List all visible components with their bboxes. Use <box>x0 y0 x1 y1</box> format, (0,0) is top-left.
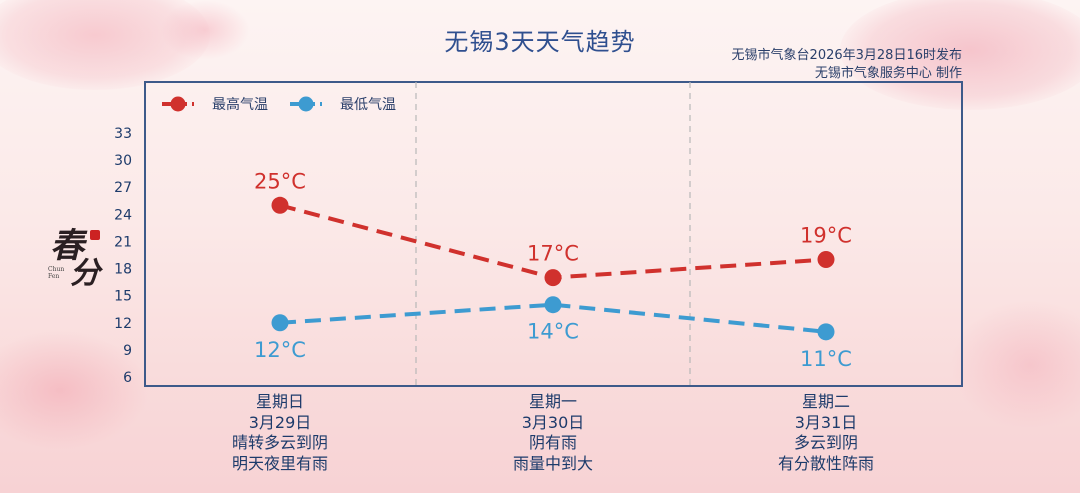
legend-label: 最低气温 <box>340 97 396 113</box>
logo-pinyin: Chun Fen <box>48 266 65 280</box>
y-tick-label: 15 <box>114 289 132 305</box>
weather-desc-1: 晴转多云到阴 <box>231 433 328 452</box>
low-temp-line <box>279 302 827 334</box>
low-temp-point <box>544 296 562 314</box>
producer-credit: 无锡市气象服务中心 制作 <box>814 66 962 81</box>
date-label: 3月31日 <box>794 412 858 432</box>
weather-desc-2: 有分散性阵雨 <box>777 453 874 473</box>
day-info-monday: 星期一 3月30日 阴有雨 雨量中到大 <box>433 392 673 474</box>
y-tick-label: 18 <box>114 262 132 278</box>
weekday-label: 星期一 <box>528 392 577 411</box>
y-tick-label: 33 <box>114 126 132 142</box>
high-temp-label: 19°C <box>800 224 852 248</box>
legend-swatch-dot <box>170 96 186 112</box>
weather-desc-2: 雨量中到大 <box>512 453 593 473</box>
y-tick-label: 6 <box>123 370 132 386</box>
high-temp-point <box>271 196 289 214</box>
issuer-credit: 无锡市气象台2026年3月28日16时发布 <box>731 48 962 63</box>
legend-swatch-dot <box>298 96 314 112</box>
weather-desc-2: 明天夜里有雨 <box>231 453 328 473</box>
day-info-sunday: 星期日 3月29日 晴转多云到阴 明天夜里有雨 <box>160 392 400 474</box>
blossom-decoration <box>840 0 1080 110</box>
logo-char-2: 分 <box>70 256 100 291</box>
weather-desc-1: 多云到阴 <box>793 433 858 452</box>
logo-char-1: 春 <box>50 226 84 266</box>
y-tick-label: 9 <box>123 343 132 359</box>
low-temp-label: 14°C <box>527 320 579 344</box>
low-temp-point <box>271 314 289 332</box>
blossom-decoration <box>160 0 250 60</box>
chunfen-logo: 春 分 Chun Fen <box>38 218 108 291</box>
high-temp-point <box>544 269 562 287</box>
date-label: 3月30日 <box>521 412 585 432</box>
y-tick-label: 12 <box>114 316 132 332</box>
y-tick-label: 27 <box>114 180 132 196</box>
low-temp-point <box>817 323 835 341</box>
low-temp-label: 11°C <box>800 347 852 371</box>
legend-label: 最高气温 <box>212 96 268 113</box>
y-tick-label: 21 <box>114 234 132 250</box>
low-temp-label: 12°C <box>254 338 306 362</box>
day-info-tuesday: 星期二 3月31日 多云到阴 有分散性阵雨 <box>706 392 946 474</box>
chart-title: 无锡3天天气趋势 <box>444 28 636 56</box>
high-temp-point <box>817 251 835 269</box>
y-tick-label: 30 <box>114 153 132 169</box>
high-temp-label: 17°C <box>527 242 579 266</box>
logo-seal-icon <box>90 230 100 240</box>
weekday-label: 星期二 <box>801 392 850 411</box>
blossom-decoration <box>0 330 150 450</box>
high-temp-label: 25°C <box>254 169 306 193</box>
weather-desc-1: 阴有雨 <box>528 433 577 452</box>
blossom-decoration <box>950 300 1080 430</box>
plot-frame <box>144 81 963 387</box>
y-tick-label: 24 <box>114 207 132 223</box>
date-label: 3月29日 <box>248 412 312 432</box>
weekday-label: 星期日 <box>255 392 304 411</box>
